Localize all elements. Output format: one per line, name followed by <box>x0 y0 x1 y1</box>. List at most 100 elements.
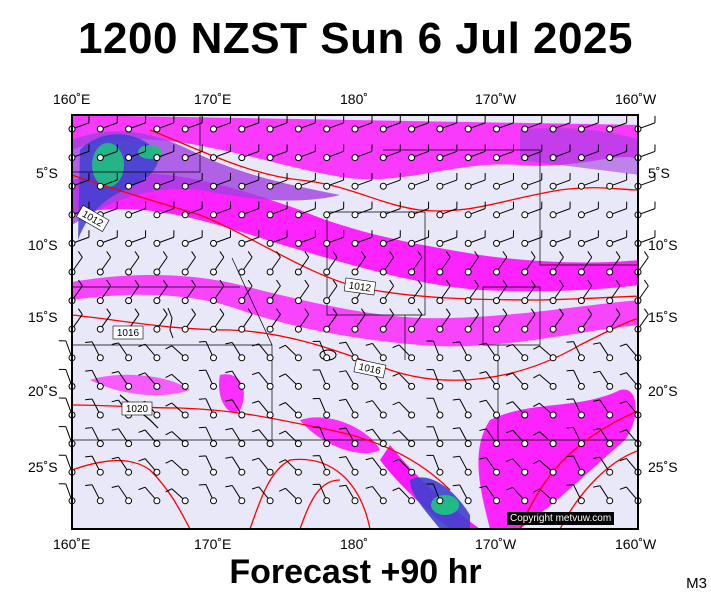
wind-barb-feather <box>111 342 119 345</box>
wind-barb-feather <box>278 487 286 492</box>
wind-station-circle <box>153 354 161 362</box>
wind-station-circle <box>577 268 585 276</box>
wind-barb-feather <box>389 251 395 258</box>
lon-label-top-160w: 160˚W <box>615 91 657 107</box>
wind-barb-feather <box>332 308 338 315</box>
model-label: M3 <box>686 575 707 592</box>
wind-station-circle <box>210 211 217 219</box>
wind-barb-feather <box>592 342 601 345</box>
wind-station-circle <box>351 239 359 247</box>
wind-barb-feather <box>615 251 621 258</box>
wind-barb-feather <box>587 251 593 258</box>
wind-station-circle <box>577 211 585 219</box>
wind-barb-feather <box>165 402 173 407</box>
wind-station-circle <box>96 154 104 162</box>
wind-barb-feather <box>566 455 574 458</box>
wind-station-circle <box>379 411 387 419</box>
wind-station-circle <box>379 440 387 448</box>
forecast-label: Forecast +90 hr <box>229 553 482 591</box>
wind-barb-feather <box>392 372 400 377</box>
wind-station-circle <box>577 468 585 476</box>
wind-station-circle <box>521 497 529 505</box>
wind-station-circle <box>238 440 246 448</box>
wind-station-circle <box>266 440 274 448</box>
wind-station-circle <box>436 297 444 305</box>
wind-barb-feather <box>619 486 627 490</box>
wind-barb-feather <box>417 251 423 258</box>
lon-label-top-170e: 170˚E <box>194 91 232 107</box>
lat-label-left-15s: 15˚S <box>28 309 58 325</box>
isobar-label-1012-b: 1012 <box>348 280 372 294</box>
wind-station-circle <box>379 382 387 390</box>
wind-barb-feather <box>392 401 400 406</box>
wind-barb-feather <box>198 369 206 372</box>
wind-barb-feather <box>165 373 173 379</box>
wind-station-circle <box>210 297 217 305</box>
wind-station-circle <box>464 411 472 419</box>
wind-barb-feather <box>365 428 373 432</box>
lon-label-top-180: 180˚ <box>340 91 369 107</box>
wind-barb-feather <box>304 279 310 287</box>
wind-station-circle <box>210 268 217 276</box>
wind-station-circle <box>521 182 529 190</box>
wind-barb-feather <box>566 369 574 372</box>
wind-station-circle <box>379 125 387 133</box>
wind-station-circle <box>153 268 161 276</box>
wind-station-circle <box>153 325 161 333</box>
wind-station-circle <box>549 154 557 162</box>
wind-station-circle <box>606 497 614 505</box>
wind-barb-feather <box>339 484 347 487</box>
wind-barb-feather <box>619 429 627 433</box>
wind-station-circle <box>408 239 416 247</box>
wind-barb-feather <box>77 308 83 315</box>
wind-station-circle <box>379 182 387 190</box>
wind-station-circle <box>153 411 161 419</box>
wind-station-circle <box>464 211 472 219</box>
wind-station-circle <box>238 182 246 190</box>
wind-station-circle <box>181 182 189 190</box>
wind-station-circle <box>266 154 274 162</box>
wind-station-circle <box>408 382 416 390</box>
wind-station-circle <box>606 468 614 476</box>
lat-label-right-15s: 15˚S <box>648 309 678 325</box>
wind-barb-feather <box>452 455 460 458</box>
wind-station-circle <box>266 297 274 305</box>
wind-station-circle <box>181 411 189 419</box>
wind-barb-feather <box>479 428 487 432</box>
lon-label-top-160e: 160˚E <box>53 91 91 107</box>
wind-station-circle <box>323 497 331 505</box>
map-frame <box>71 114 639 530</box>
wind-station-circle <box>210 354 217 362</box>
wind-station-circle <box>266 125 274 133</box>
wind-barb-feather <box>592 399 601 402</box>
wind-barb-feather <box>365 400 373 404</box>
wind-station-circle <box>238 354 246 362</box>
wind-station-circle <box>464 497 472 505</box>
isobar-south-2 <box>299 479 341 529</box>
wind-station-circle <box>436 325 444 333</box>
wind-station-circle <box>521 239 529 247</box>
wind-station-circle <box>153 497 161 505</box>
wind-barb-feather <box>365 342 373 346</box>
wind-station-circle <box>96 325 104 333</box>
wind-station-circle <box>577 325 585 333</box>
wind-barb-feather <box>165 431 173 436</box>
wind-barb-feather <box>339 398 347 402</box>
wind-barb-feather <box>225 342 233 345</box>
wind-station-circle <box>294 268 302 276</box>
wind-station-circle <box>323 468 331 476</box>
wind-barb-feather <box>392 458 400 463</box>
wind-station-circle <box>294 125 302 133</box>
wind-station-circle <box>464 268 472 276</box>
wind-barb-feather <box>592 370 601 374</box>
isobar-1012-upper <box>149 129 638 212</box>
wind-station-circle <box>125 354 133 362</box>
island-vanuatu <box>167 307 174 339</box>
wind-barb-feather <box>339 341 347 344</box>
wind-station-circle <box>238 125 246 133</box>
wind-barb-feather <box>643 279 649 287</box>
wind-station-circle <box>549 211 557 219</box>
wind-station-circle <box>238 211 246 219</box>
wind-station-circle <box>577 154 585 162</box>
wind-barb-feather <box>643 308 649 315</box>
